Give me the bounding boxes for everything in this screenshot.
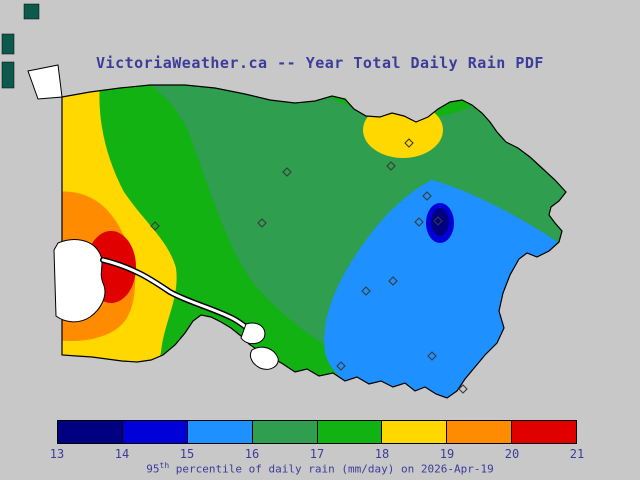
colorbar-segment bbox=[447, 421, 513, 443]
colorbar-tick-label: 15 bbox=[179, 447, 195, 461]
station-marker bbox=[404, 138, 414, 148]
colorbar-tick-label: 19 bbox=[439, 447, 455, 461]
caption-rest: percentile of daily rain (mm/day) on 202… bbox=[169, 462, 494, 476]
map-fragment-icon bbox=[23, 3, 40, 20]
colorbar-segment bbox=[512, 421, 576, 443]
station-marker bbox=[427, 351, 437, 361]
water-harbour bbox=[53, 239, 106, 323]
colorbar-tick-label: 21 bbox=[569, 447, 585, 461]
water-bay bbox=[249, 346, 279, 370]
colorbar-segment bbox=[382, 421, 448, 443]
colorbar-segment bbox=[58, 421, 123, 443]
colorbar-tick-label: 17 bbox=[309, 447, 325, 461]
colorbar-caption: 95th percentile of daily rain (mm/day) o… bbox=[0, 461, 640, 476]
station-marker bbox=[150, 221, 160, 231]
colorbar-segment bbox=[317, 421, 383, 443]
station-marker bbox=[422, 191, 432, 201]
map-fragment-icon bbox=[1, 33, 15, 55]
colorbar-tick-label: 14 bbox=[114, 447, 130, 461]
colorbar-tick-label: 18 bbox=[374, 447, 390, 461]
colorbar-tick-label: 13 bbox=[49, 447, 65, 461]
coastline bbox=[61, 84, 567, 399]
station-marker bbox=[458, 384, 468, 394]
colorbar bbox=[57, 420, 577, 444]
station-marker bbox=[433, 216, 443, 226]
station-marker bbox=[388, 276, 398, 286]
water-channel bbox=[101, 258, 254, 334]
station-marker bbox=[414, 217, 424, 227]
colorbar-segment bbox=[252, 421, 318, 443]
caption-value: 95 bbox=[146, 462, 160, 476]
station-marker bbox=[336, 361, 346, 371]
caption-sup: th bbox=[159, 461, 170, 470]
colorbar-tick-label: 20 bbox=[504, 447, 520, 461]
page-title: VictoriaWeather.ca -- Year Total Daily R… bbox=[96, 54, 544, 72]
station-marker bbox=[282, 167, 292, 177]
colorbar-ticks: 13 14 15 16 17 18 19 20 21 bbox=[50, 447, 584, 461]
water-top-left-wedge bbox=[27, 64, 63, 100]
colorbar-segment bbox=[122, 421, 188, 443]
colorbar-segments bbox=[58, 421, 576, 443]
station-marker bbox=[257, 218, 267, 228]
colorbar-segment bbox=[187, 421, 253, 443]
map-fragment-icon bbox=[1, 61, 15, 89]
station-marker bbox=[386, 161, 396, 171]
contour-yellow-north bbox=[363, 102, 443, 158]
station-markers bbox=[150, 138, 468, 394]
station-marker bbox=[361, 286, 371, 296]
contour-navy bbox=[431, 208, 449, 236]
water-pond bbox=[240, 322, 266, 345]
colorbar-tick-label: 16 bbox=[244, 447, 260, 461]
